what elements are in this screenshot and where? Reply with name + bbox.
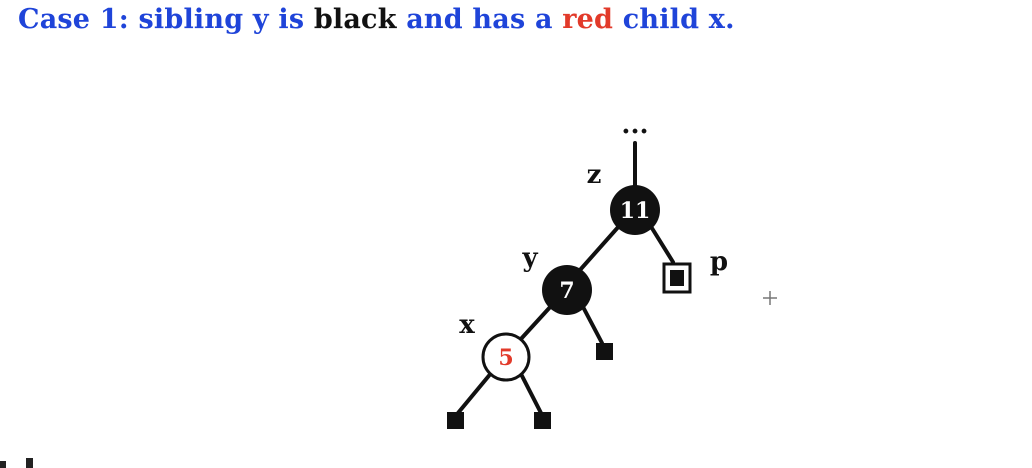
- edge-x-to-left-leaf: [456, 370, 494, 415]
- title-part-5: child x.: [613, 4, 735, 35]
- label-y: y: [521, 243, 538, 273]
- node-5-circle: [481, 332, 531, 382]
- ancestor-ellipsis: ...: [621, 110, 648, 140]
- edge-y-to-leaf: [580, 303, 604, 345]
- nil-leaf-left-of-5: [447, 412, 464, 429]
- double-black-leaf-p: [662, 262, 692, 294]
- slide-title: Case 1: sibling y is black and has a red…: [18, 4, 735, 35]
- nil-leaf-right-of-7: [596, 343, 613, 360]
- edge-z-to-y: [578, 223, 622, 272]
- node-7-black: 7: [542, 265, 592, 315]
- cursor-crosshair-icon: [763, 291, 777, 305]
- title-part-1: Case 1: sibling y is: [18, 4, 314, 35]
- tree-edges: [456, 141, 675, 415]
- edge-x-to-right-leaf: [518, 370, 543, 415]
- node-5-value: 5: [498, 345, 513, 371]
- node-11-value: 11: [620, 198, 651, 224]
- node-11-black: 11: [610, 185, 660, 235]
- label-z: z: [587, 160, 602, 190]
- double-black-leaf-outer: [662, 262, 692, 294]
- node-7-circle: [542, 265, 592, 315]
- cropped-text-fragment: [0, 458, 33, 468]
- title-word-red: red: [562, 4, 614, 35]
- edge-z-to-p: [648, 223, 675, 264]
- title-part-3: and has a: [396, 4, 563, 35]
- label-x: x: [459, 310, 475, 340]
- nil-leaf-right-of-5: [534, 412, 551, 429]
- title-word-black: black: [313, 4, 397, 35]
- node-7-value: 7: [559, 278, 574, 304]
- node-11-circle: [610, 185, 660, 235]
- double-black-leaf-inner: [670, 270, 684, 286]
- edge-y-to-x: [518, 303, 554, 342]
- label-p: p: [710, 247, 728, 277]
- node-5-red: 5: [481, 332, 531, 382]
